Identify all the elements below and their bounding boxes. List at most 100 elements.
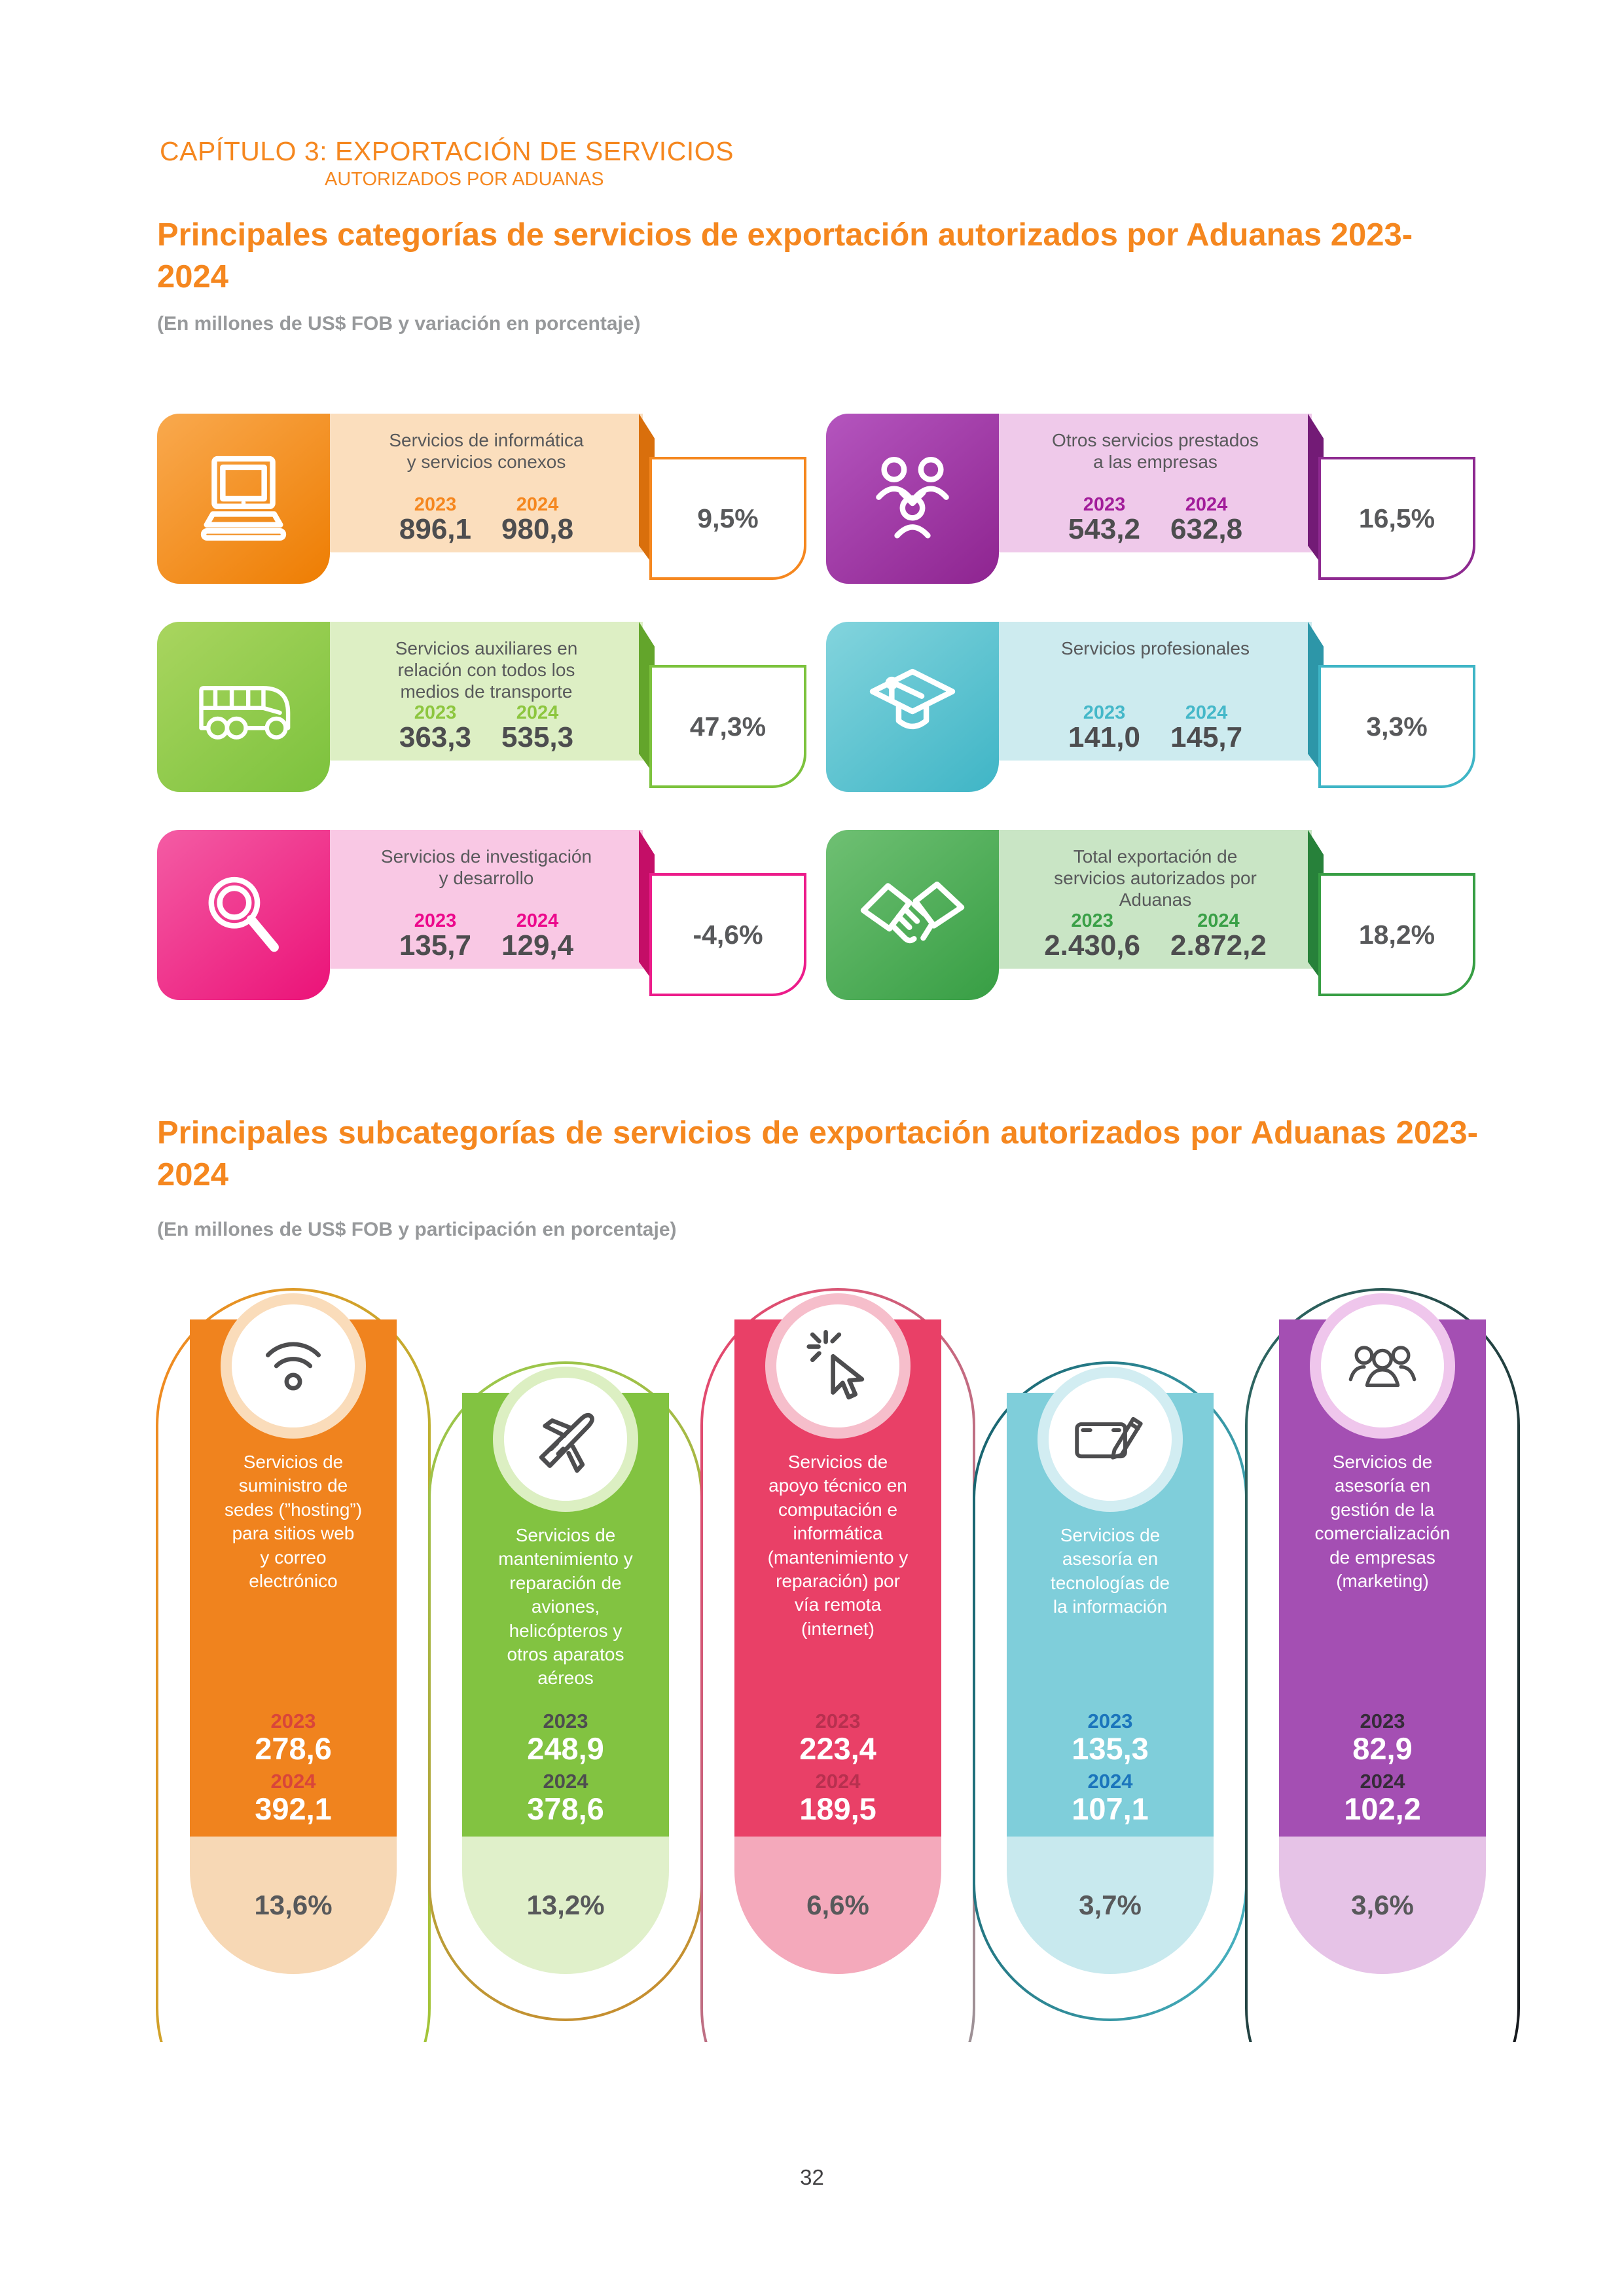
variation-box: 16,5% [1318,457,1475,580]
year-column: 2023 2.430,6 [1044,911,1140,961]
subcategory-pill: Servicios de suministro de sedes (”hosti… [156,1288,431,2042]
pill-title: Servicios de apoyo técnico en computació… [767,1452,909,1639]
category-title: Servicios auxiliares en relación con tod… [395,638,578,702]
pill-year-values: 2023 278,6 2024 392,1 [190,1710,397,1830]
variation-value: 3,3% [1366,711,1428,742]
year-label: 2024 [1360,1769,1405,1793]
year-value: 107,1 [1072,1791,1149,1826]
category-card: Otros servicios prestados a las empresas… [826,414,1475,584]
year-label: 2023 [414,493,457,515]
pill-share-area: 3,7% [1007,1837,1214,1974]
pill-content: Servicios de mantenimiento y reparación … [462,1288,669,2042]
pill-title: Servicios de asesoría en tecnologías de … [1050,1525,1170,1617]
category-panel: Servicios de informática y servicios con… [330,414,643,552]
tablet-pen-icon [1072,1401,1149,1478]
category-cards: Servicios de informática y servicios con… [157,414,1475,1000]
year-value: 135,7 [399,929,471,961]
pill-icon-circle [1049,1378,1172,1501]
year-label: 2024 [516,702,559,723]
category-year-values: 2023 896,1 2024 980,8 [335,495,638,545]
bus-icon [187,658,300,756]
chapter-header: CAPÍTULO 3: EXPORTACIÓN DE SERVICIOS AUT… [160,136,734,190]
category-icon-tile [826,622,999,792]
subcategory-pill: Servicios de asesoría en gestión de la c… [1245,1288,1520,2042]
pill-share-area: 6,6% [734,1837,941,1974]
variation-box: 3,3% [1318,665,1475,788]
year-label: 2023 [414,910,457,931]
pill-share-area: 13,2% [462,1837,669,1974]
category-title: Total exportación de servicios autorizad… [1054,846,1257,910]
people-network-icon [856,450,969,548]
pill-year-values: 2023 82,9 2024 102,2 [1279,1710,1486,1830]
category-icon-tile [157,830,330,1000]
year-label: 2023 [1087,1710,1133,1733]
category-card: Servicios de informática y servicios con… [157,414,806,584]
variation-value: 47,3% [689,711,767,742]
category-panel: Servicios profesionales 2023 141,0 2024 145,… [999,622,1312,761]
subcategory-pill: Servicios de mantenimiento y reparación … [428,1288,703,2042]
pill-icon-ring [493,1367,638,1512]
year-value: 2.872,2 [1170,929,1267,961]
pill-title: Servicios de suministro de sedes (”hosti… [224,1452,363,1591]
plane-icon [527,1401,604,1478]
category-icon-tile [157,622,330,792]
year-label: 2023 [543,1710,588,1733]
pill-icon-ring [1038,1367,1183,1512]
pill-year-values: 2023 135,3 2024 107,1 [1007,1710,1214,1830]
category-card: Servicios auxiliares en relación con tod… [157,622,806,792]
year-label: 2023 [414,702,457,723]
pill-title: Servicios de asesoría en gestión de la c… [1314,1452,1451,1591]
pill-icon-circle [1321,1304,1444,1427]
section2-subtitle: (En millones de US$ FOB y participación … [157,1219,677,1240]
pill-content: Servicios de asesoría en tecnologías de … [1007,1288,1214,2042]
section1-subtitle: (En millones de US$ FOB y variación en p… [157,313,641,334]
year-column: 2023 141,0 [1068,703,1140,753]
year-column: 2023 135,7 [399,910,471,961]
year-label: 2024 [543,1769,588,1793]
year-label: 2023 [270,1710,316,1733]
pill-icon-circle [232,1304,355,1427]
computer-icon [187,450,300,548]
category-card: Total exportación de servicios autorizad… [826,830,1475,1000]
year-column: 2023 363,3 [399,702,471,753]
subcategory-pill: Servicios de apoyo técnico en computació… [700,1288,975,2042]
year-value: 129,4 [501,929,574,961]
year-label: 2024 [516,493,559,515]
category-title: Servicios de informática y servicios con… [389,430,584,473]
pill-icon-circle [776,1304,899,1427]
pill-icon-circle [504,1378,627,1501]
year-column: 2024 129,4 [501,910,574,961]
variation-box: 47,3% [649,665,806,788]
year-label: 2024 [1197,910,1240,931]
category-year-values: 2023 141,0 2024 145,7 [1004,703,1307,753]
year-label: 2024 [516,910,559,931]
year-column: 2024 632,8 [1170,495,1242,545]
magnifier-icon [187,866,300,964]
page-number: 32 [800,2165,824,2189]
year-value: 141,0 [1068,721,1140,753]
group-icon [1344,1327,1421,1405]
section2-title: Principales subcategorías de servicios d… [157,1115,1478,1193]
share-value: 6,6% [806,1890,869,1920]
variation-box: 9,5% [649,457,806,580]
share-value: 3,6% [1351,1890,1414,1920]
graduation-cap-icon [856,658,969,756]
year-value: 980,8 [501,512,574,545]
year-label: 2023 [815,1710,861,1733]
year-value: 223,4 [799,1731,876,1767]
year-label: 2023 [1360,1710,1405,1733]
pill-share-area: 3,6% [1279,1837,1486,1974]
year-column: 2024 2.872,2 [1170,910,1267,961]
year-value: 392,1 [255,1791,332,1826]
category-title: Servicios profesionales [1061,638,1250,658]
year-value: 543,2 [1068,512,1140,545]
year-value: 82,9 [1352,1731,1413,1767]
year-label: 2024 [1185,493,1228,515]
variation-value: -4,6% [693,919,763,950]
category-year-values: 2023 543,2 2024 632,8 [1004,495,1307,545]
pill-icon-ring [765,1293,911,1439]
year-column: 2024 535,3 [501,702,573,753]
share-value: 13,6% [254,1890,333,1920]
subcategory-pills: Servicios de suministro de sedes (”hosti… [156,1288,1521,2042]
